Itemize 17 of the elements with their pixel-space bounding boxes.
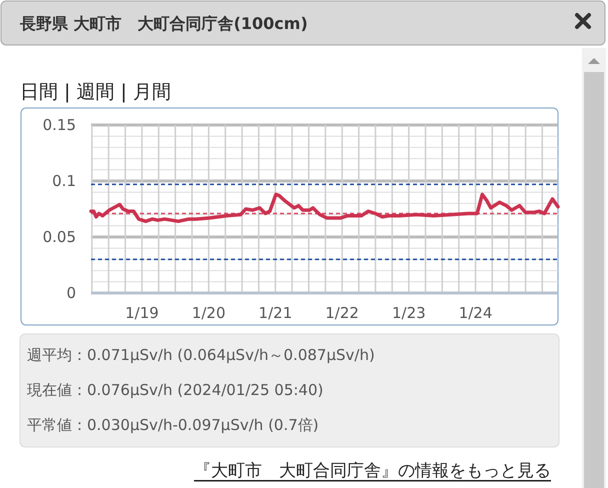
x-tick-label: 1/22 xyxy=(325,304,359,322)
text: 週平均：0.071μSv/h (0.064μSv/h～0.087μSv/h) xyxy=(27,346,375,364)
y-tick-label: 0 xyxy=(66,284,76,302)
text: 平常値：0.030μSv/h-0.097μSv/h (0.7倍) xyxy=(27,416,319,434)
line-series xyxy=(89,192,560,224)
x-tick-label: 1/21 xyxy=(258,304,292,322)
y-tick-label: 0.05 xyxy=(42,228,76,246)
text: 日間 | 週間 | 月間 xyxy=(20,81,171,103)
text: 現在値：0.076μSv/h (2024/01/25 05:40) xyxy=(27,381,324,399)
text: 『大町市 大町合同庁舎』の情報をもっと見る xyxy=(194,461,551,481)
x-tick-label: 1/19 xyxy=(125,304,159,322)
x-tick-label: 1/24 xyxy=(458,304,492,322)
x-tick-label: 1/20 xyxy=(192,304,226,322)
y-tick-label: 0.1 xyxy=(52,172,76,190)
x-tick-label: 1/23 xyxy=(392,304,426,322)
chart-title: 長野県 大町市 大町合同庁舎(100cm) xyxy=(19,14,308,33)
y-tick-label: 0.15 xyxy=(42,116,76,134)
